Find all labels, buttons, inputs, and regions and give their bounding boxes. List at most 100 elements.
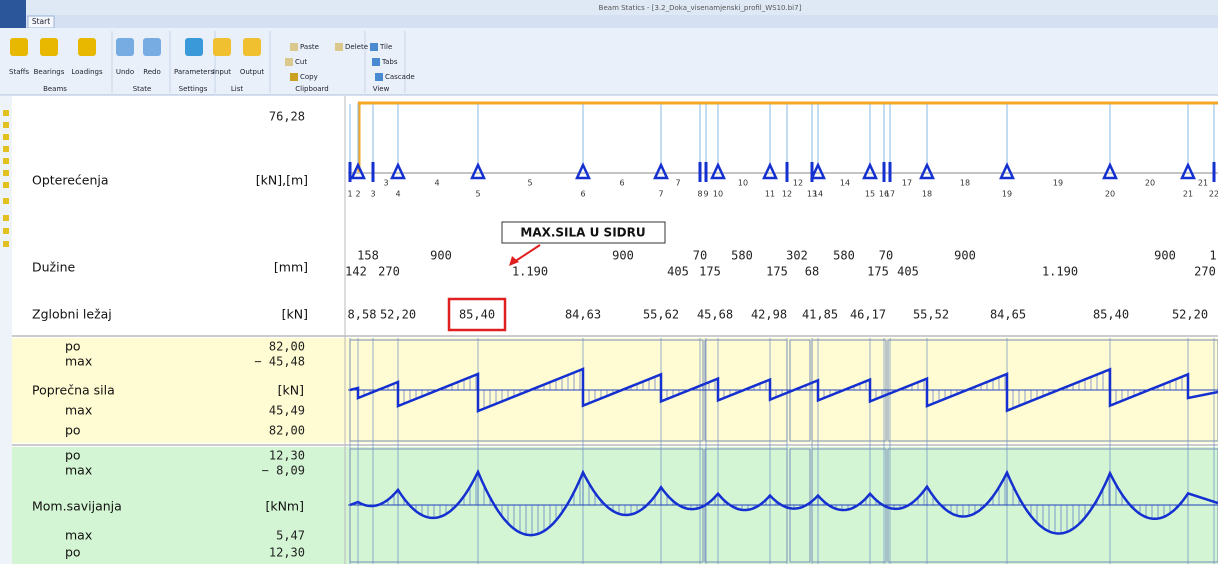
side-icon[interactable] <box>3 134 9 140</box>
side-icon[interactable] <box>3 122 9 128</box>
ribbon-icon[interactable] <box>375 73 383 81</box>
ribbon-icon[interactable] <box>116 38 134 56</box>
length-value: 68 <box>805 265 819 279</box>
ribbon-button[interactable]: Loadings <box>71 68 103 76</box>
stat-value: 12,30 <box>269 449 305 463</box>
stat-label: max <box>65 354 92 369</box>
row-label: Mom.savijanja <box>32 499 122 514</box>
row-label: Dužine <box>32 260 76 275</box>
support-bar <box>882 162 886 182</box>
side-icon[interactable] <box>3 158 9 164</box>
length-value: 900 <box>1154 249 1176 263</box>
span-number: 12 <box>793 179 803 188</box>
support-number: 19 <box>1002 190 1012 199</box>
ribbon-button[interactable]: Tabs <box>381 58 398 66</box>
ribbon-button[interactable]: Undo <box>116 68 134 76</box>
annotation: MAX.SILA U SIDRU <box>520 226 645 240</box>
ribbon-button[interactable]: Tile <box>379 43 392 51</box>
length-value: 175 <box>699 265 721 279</box>
span-number: 17 <box>902 179 912 188</box>
stat-label: max <box>65 403 92 418</box>
shear-diagram <box>349 367 1218 413</box>
side-icon[interactable] <box>3 198 9 204</box>
ribbon-button[interactable]: Cascade <box>385 73 415 81</box>
row-unit: [kN],[m] <box>256 173 308 188</box>
ribbon-button[interactable]: Input <box>213 68 231 76</box>
ribbon-icon[interactable] <box>78 38 96 56</box>
length-value: 405 <box>897 265 919 279</box>
ribbon-group-label: Beams <box>43 85 67 93</box>
title-bar <box>0 0 1218 15</box>
ribbon-icon[interactable] <box>370 43 378 51</box>
span-number: 10 <box>738 179 748 188</box>
stat-value: − 45,48 <box>254 355 305 369</box>
ribbon-icon[interactable] <box>372 58 380 66</box>
span-number: 6 <box>619 179 624 188</box>
ribbon-icon[interactable] <box>185 38 203 56</box>
bearing-force: 84,65 <box>990 308 1026 322</box>
side-icon[interactable] <box>3 215 9 221</box>
side-icon[interactable] <box>3 146 9 152</box>
ribbon-group-label: State <box>133 85 152 93</box>
support-triangle <box>862 162 878 180</box>
support-number: 5 <box>475 190 480 199</box>
stat-value: 45,49 <box>269 404 305 418</box>
ribbon <box>0 28 1218 95</box>
ribbon-button[interactable]: Redo <box>143 68 161 76</box>
ribbon-button[interactable]: Paste <box>300 43 319 51</box>
support-number: 1 <box>347 190 352 199</box>
ribbon-icon[interactable] <box>243 38 261 56</box>
support-number: 6 <box>580 190 585 199</box>
ribbon-button[interactable]: Parameters <box>174 68 214 76</box>
ribbon-button[interactable]: Copy <box>300 73 318 81</box>
support-bar <box>371 162 375 182</box>
stat-label: max <box>65 528 92 543</box>
ribbon-group-label: List <box>231 85 243 93</box>
length-value: 158 <box>357 249 379 263</box>
ribbon-button[interactable]: Cut <box>295 58 307 66</box>
stat-label: max <box>65 463 92 478</box>
bearing-force: 45,68 <box>697 308 733 322</box>
side-icon[interactable] <box>3 182 9 188</box>
ribbon-icon[interactable] <box>335 43 343 51</box>
row-label: Zglobni ležaj <box>32 307 112 322</box>
length-value: 70 <box>879 249 893 263</box>
support-number: 21 <box>1183 190 1193 199</box>
file-button[interactable] <box>0 0 26 28</box>
support-number: 2 <box>355 190 360 199</box>
support-number: 9 <box>703 190 708 199</box>
ribbon-icon[interactable] <box>10 38 28 56</box>
support-triangle <box>390 162 406 180</box>
ribbon-icon[interactable] <box>40 38 58 56</box>
ribbon-icon[interactable] <box>285 58 293 66</box>
ribbon-icon[interactable] <box>290 73 298 81</box>
stat-value: 5,47 <box>276 529 305 543</box>
support-number: 18 <box>922 190 932 199</box>
stat-label: po <box>65 545 81 560</box>
support-number: 17 <box>885 190 895 199</box>
ribbon-button[interactable]: Staffs <box>9 68 29 76</box>
ribbon-button[interactable]: Bearings <box>34 68 65 76</box>
stat-label: po <box>65 423 81 438</box>
side-icon[interactable] <box>3 170 9 176</box>
ribbon-button[interactable]: Output <box>240 68 265 76</box>
ribbon-icon[interactable] <box>213 38 231 56</box>
support-number: 10 <box>713 190 723 199</box>
row-unit: [kN] <box>282 307 308 322</box>
support-triangle <box>810 162 826 180</box>
support-triangle <box>919 162 935 180</box>
ribbon-icon[interactable] <box>143 38 161 56</box>
ribbon-group-label: Settings <box>179 85 208 93</box>
support-bar <box>785 162 789 182</box>
support-number: 16 <box>879 190 889 199</box>
ribbon-button[interactable]: Delete <box>345 43 368 51</box>
support-triangle <box>575 162 591 180</box>
ribbon-icon[interactable] <box>290 43 298 51</box>
length-value: 1.190 <box>512 265 548 279</box>
side-icon[interactable] <box>3 241 9 247</box>
length-value: 580 <box>731 249 753 263</box>
length-value: 270 <box>1194 265 1216 279</box>
side-icon[interactable] <box>3 228 9 234</box>
side-icon[interactable] <box>3 110 9 116</box>
support-bar <box>704 162 708 182</box>
